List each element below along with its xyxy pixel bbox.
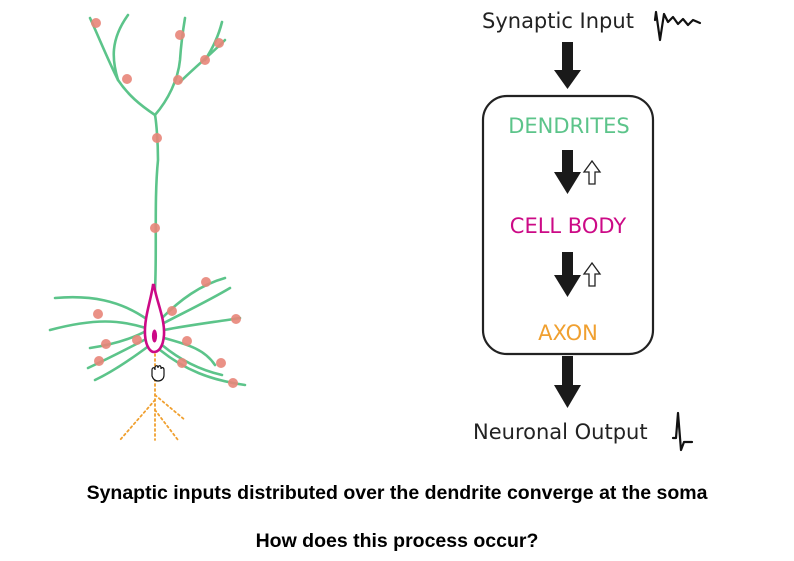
synapse — [101, 339, 111, 349]
synapse — [150, 223, 160, 233]
arrow-input-to-dendrites — [554, 42, 581, 89]
synapse — [94, 356, 104, 366]
cell-body-soma — [143, 283, 166, 354]
axon-label: AXON — [538, 321, 598, 345]
nucleus — [151, 329, 158, 343]
synapse — [93, 309, 103, 319]
synapses — [91, 18, 241, 388]
synapse — [91, 18, 101, 28]
backprop-arrow-icon — [582, 159, 602, 185]
arrow-cellbody-to-axon — [554, 252, 581, 297]
synapse — [228, 378, 238, 388]
arrow-dendrites-to-cellbody — [554, 150, 581, 194]
caption-line-1: Synaptic inputs distributed over the den… — [86, 482, 708, 504]
synapse — [167, 306, 177, 316]
synapse — [152, 133, 162, 143]
synapse — [122, 74, 132, 84]
flow-diagram: Synaptic Input DENDRITES CELL BODY AXON — [473, 9, 702, 452]
hand-cursor-icon — [151, 365, 165, 382]
axon-dotted — [119, 353, 186, 441]
synapse — [231, 314, 241, 324]
dendrites-label: DENDRITES — [508, 114, 630, 138]
synaptic-input-label: Synaptic Input — [482, 9, 634, 33]
cell-body-label: CELL BODY — [510, 214, 627, 238]
synapse — [132, 335, 142, 345]
synapse — [200, 55, 210, 65]
neuron-flow-box — [481, 94, 655, 356]
neuron-illustration — [48, 13, 247, 441]
input-waveform-icon — [653, 10, 702, 42]
caption-line-2: How does this process occur? — [255, 530, 539, 552]
synapse — [177, 358, 187, 368]
synapse — [173, 75, 183, 85]
synapse — [216, 358, 226, 368]
backprop-arrow-icon — [582, 261, 602, 287]
neuronal-output-label: Neuronal Output — [473, 420, 648, 444]
synapse — [214, 38, 224, 48]
synapse — [182, 336, 192, 346]
synapse — [201, 277, 211, 287]
arrow-axon-to-output — [554, 356, 581, 408]
synapse — [175, 30, 185, 40]
output-spike-icon — [671, 411, 694, 452]
